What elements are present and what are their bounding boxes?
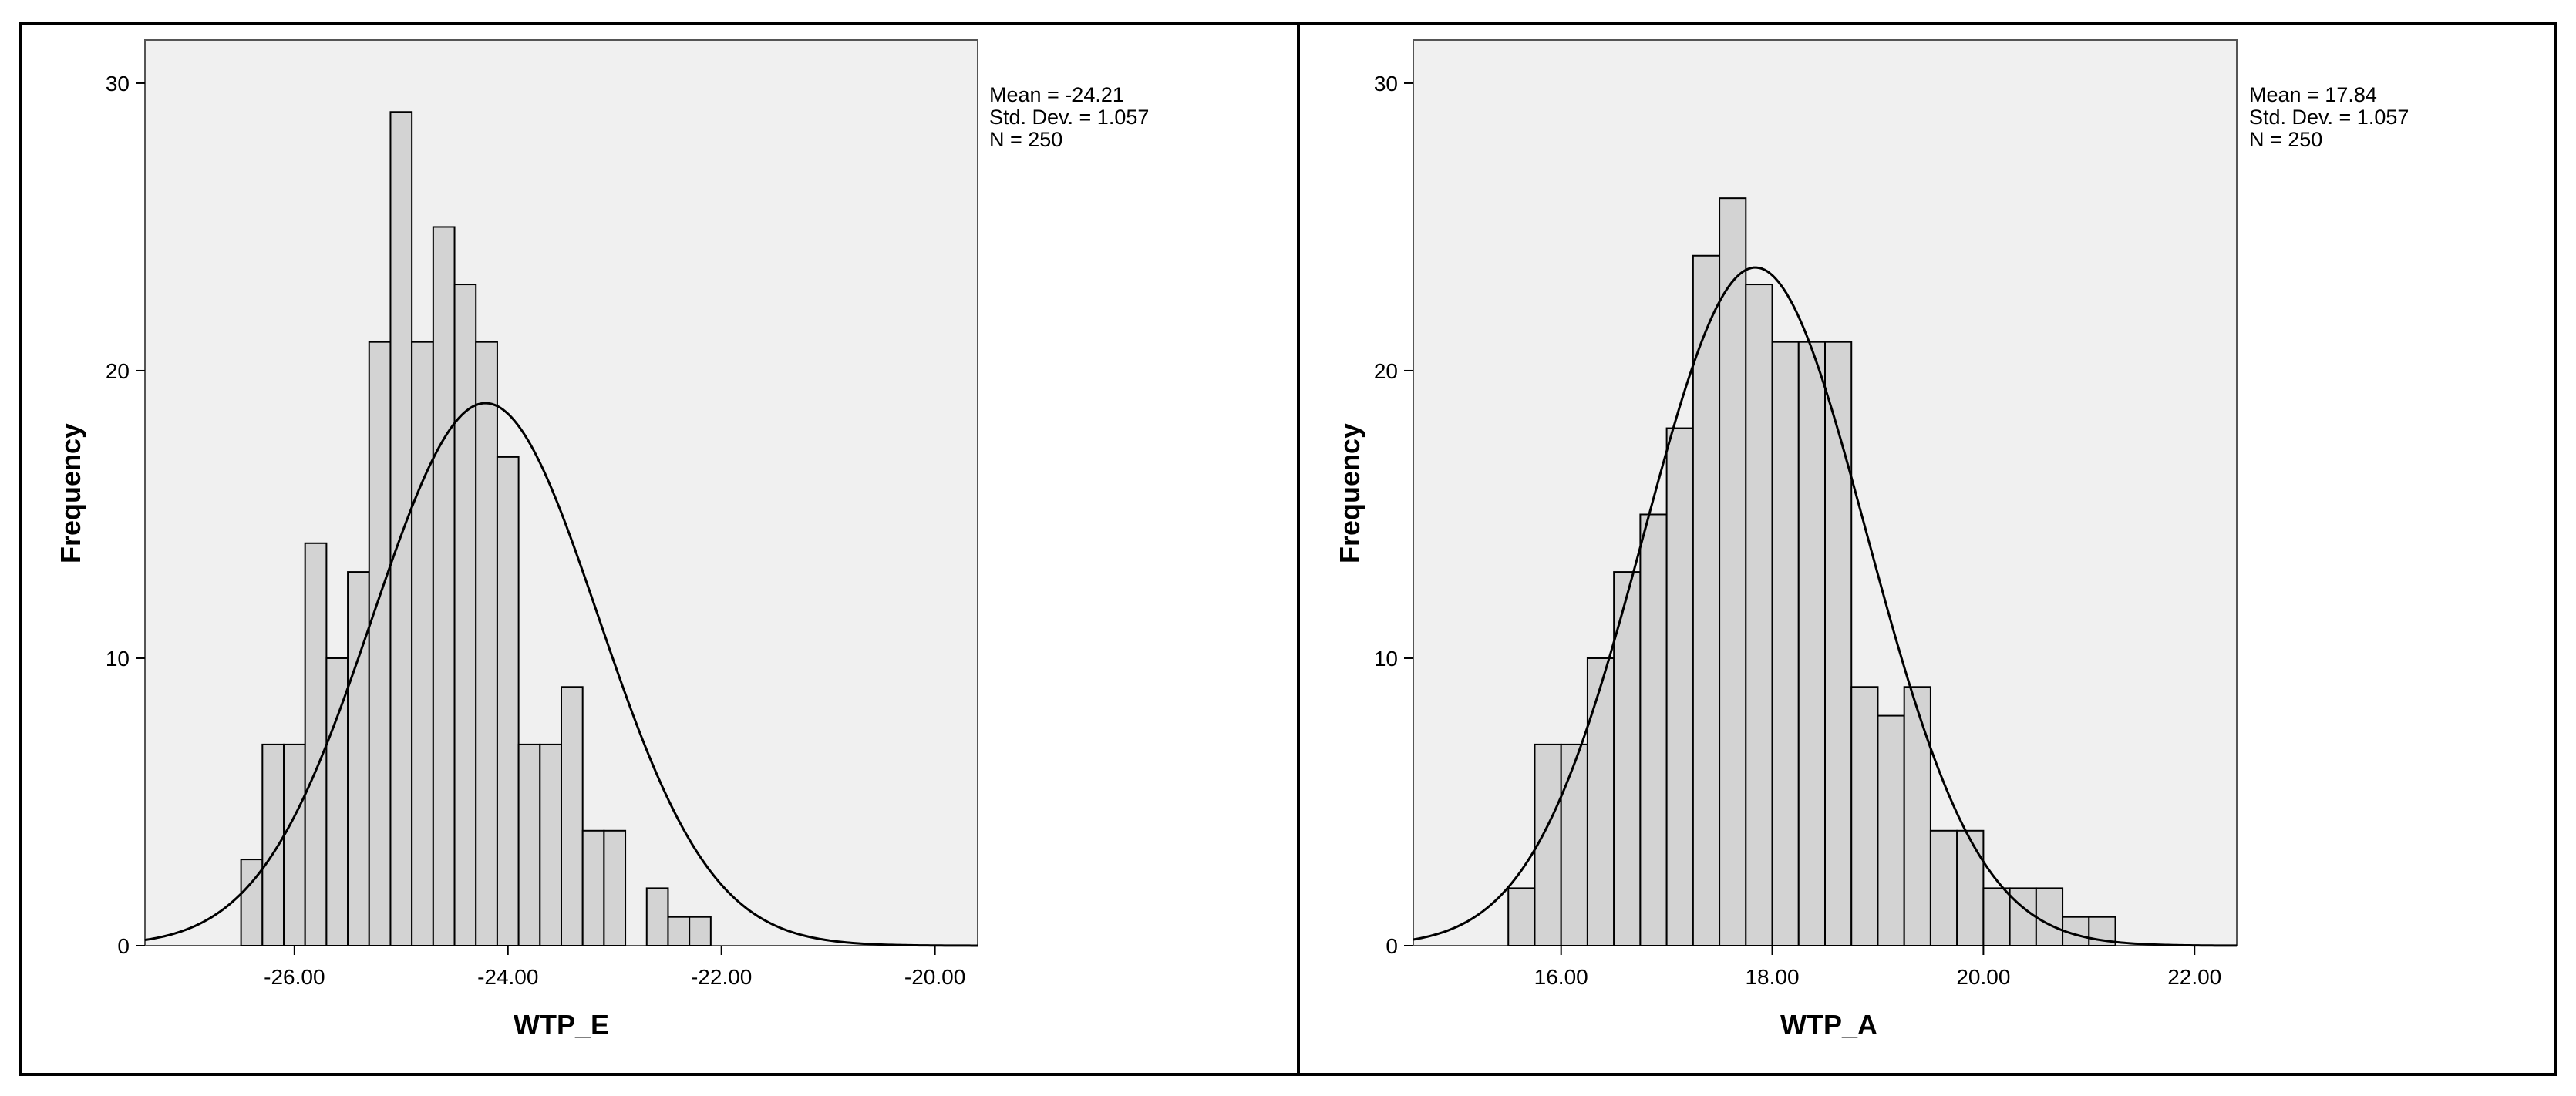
bar-wtp-a: [1665, 427, 1694, 946]
x-tick-label-wtp-e: -22.00: [691, 965, 752, 989]
bar-wtp-a: [1692, 254, 1721, 946]
y-tick-label-wtp-e: 0: [117, 934, 130, 958]
bar-wtp-a: [1745, 284, 1773, 947]
x-axis-wtp-a: 16.00 18.00 20.00 22.00: [1534, 946, 2221, 989]
bar-wtp-a: [1982, 887, 2011, 947]
bar-wtp-a: [2035, 887, 2064, 947]
bar-wtp-e: [453, 284, 477, 947]
y-tick-label-wtp-a: 10: [1374, 647, 1398, 671]
bar-wtp-a: [1507, 887, 1536, 947]
stats-n-wtp-e: N = 250: [989, 128, 1062, 151]
bar-wtp-e: [689, 916, 712, 946]
bar-wtp-e: [517, 743, 541, 947]
bar-wtp-a: [1824, 341, 1853, 946]
y-tick-label-wtp-a: 0: [1386, 934, 1398, 958]
bar-wtp-e: [261, 743, 285, 947]
stats-n-wtp-a: N = 250: [2249, 128, 2322, 151]
normal-curve-wtp-a: [1413, 266, 2238, 947]
bar-wtp-e: [667, 916, 691, 946]
bar-wtp-e: [283, 743, 306, 947]
bar-wtp-a: [1929, 829, 1958, 947]
bar-wtp-a: [1903, 686, 1931, 946]
bar-wtp-e: [561, 686, 584, 946]
bar-wtp-a: [1719, 197, 1747, 946]
bar-wtp-a: [1850, 686, 1879, 946]
x-tick-label-wtp-e: -26.00: [264, 965, 325, 989]
y-tick-label-wtp-e: 10: [106, 647, 130, 671]
y-axis-wtp-e: 0 10 20 30: [106, 72, 145, 958]
x-tick-label-wtp-a: 20.00: [1956, 965, 2010, 989]
histogram-wtp-a: 16.00 18.00 20.00 22.00 0 10 20 30 WTP_A Frequ…: [1334, 39, 2409, 1041]
x-tick-label-wtp-a: 22.00: [2167, 965, 2221, 989]
y-tick-label-wtp-a: 20: [1374, 359, 1398, 383]
y-tick-label-wtp-a: 30: [1374, 72, 1398, 96]
stats-legend-wtp-a: Mean = 17.84 Std. Dev. = 1.057 N = 250: [2249, 83, 2409, 151]
bar-wtp-e: [368, 341, 392, 946]
x-tick-label-wtp-e: -20.00: [904, 965, 965, 989]
bar-wtp-a: [1586, 657, 1615, 946]
y-axis-label-wtp-a: Frequency: [1334, 423, 1365, 563]
bar-wtp-e: [411, 341, 434, 946]
bar-wtp-e: [304, 542, 328, 946]
x-axis-label-wtp-e: WTP_E: [514, 1009, 609, 1041]
x-axis-label-wtp-a: WTP_A: [1780, 1009, 1877, 1041]
y-axis-label-wtp-e: Frequency: [55, 423, 86, 563]
x-tick-label-wtp-a: 18.00: [1745, 965, 1799, 989]
bar-wtp-e: [475, 341, 498, 946]
bar-wtp-e: [496, 456, 520, 946]
normal-curve-wtp-e: [144, 402, 978, 947]
bar-wtp-a: [1797, 341, 1827, 946]
y-tick-label-wtp-e: 20: [106, 359, 130, 383]
stats-mean-wtp-e: Mean = -24.21: [989, 83, 1124, 106]
stats-legend-wtp-e: Mean = -24.21 Std. Dev. = 1.057 N = 250: [989, 83, 1149, 151]
x-tick-label-wtp-e: -24.00: [477, 965, 538, 989]
panel-frame-right: [1297, 22, 2557, 1076]
bar-wtp-a: [1956, 829, 1985, 947]
bar-wtp-e: [603, 829, 627, 947]
bar-wtp-e: [347, 571, 370, 946]
bar-wtp-e: [581, 829, 605, 947]
bar-wtp-a: [2009, 887, 2037, 947]
bar-wtp-e: [325, 657, 349, 946]
bar-wtp-e: [389, 111, 413, 946]
bar-wtp-a: [1560, 743, 1588, 947]
bars-wtp-a: [1507, 197, 2116, 947]
x-axis-wtp-e: -26.00 -24.00 -22.00 -20.00: [264, 946, 965, 989]
y-tick-label-wtp-e: 30: [106, 72, 130, 96]
bar-wtp-a: [1877, 714, 1905, 946]
histogram-wtp-e: -26.00 -24.00 -22.00 -20.00 0 10 20 30 WTP_E F…: [55, 39, 1149, 1041]
bar-wtp-e: [432, 226, 456, 946]
bar-wtp-e: [645, 887, 669, 947]
bar-wtp-e: [539, 743, 562, 947]
stats-sd-wtp-e: Std. Dev. = 1.057: [989, 106, 1149, 129]
bar-wtp-a: [1639, 513, 1668, 946]
stats-mean-wtp-a: Mean = 17.84: [2249, 83, 2377, 106]
x-tick-label-wtp-a: 16.00: [1534, 965, 1588, 989]
stats-sd-wtp-a: Std. Dev. = 1.057: [2249, 106, 2409, 129]
bar-wtp-a: [1771, 341, 1800, 946]
y-axis-wtp-a: 0 10 20 30: [1374, 72, 1413, 958]
